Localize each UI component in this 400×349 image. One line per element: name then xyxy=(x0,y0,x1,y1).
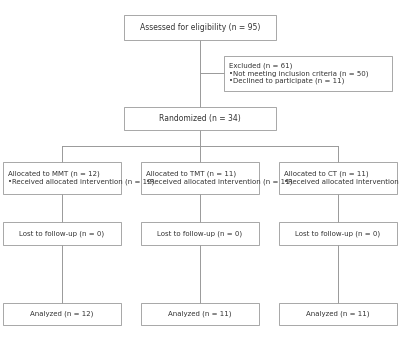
FancyBboxPatch shape xyxy=(224,56,392,91)
FancyBboxPatch shape xyxy=(279,223,397,245)
FancyBboxPatch shape xyxy=(124,15,276,40)
Text: Lost to follow-up (n = 0): Lost to follow-up (n = 0) xyxy=(20,231,104,237)
FancyBboxPatch shape xyxy=(141,303,259,325)
Text: Lost to follow-up (n = 0): Lost to follow-up (n = 0) xyxy=(158,231,242,237)
Text: Allocated to TMT (n = 11)
•Received allocated intervention (n = 11): Allocated to TMT (n = 11) •Received allo… xyxy=(146,171,292,185)
Text: Allocated to CT (n = 11)
•Received allocated intervention (n = 11): Allocated to CT (n = 11) •Received alloc… xyxy=(284,171,400,185)
Text: Randomized (n = 34): Randomized (n = 34) xyxy=(159,114,241,123)
Text: Assessed for eligibility (n = 95): Assessed for eligibility (n = 95) xyxy=(140,23,260,32)
FancyBboxPatch shape xyxy=(3,303,121,325)
FancyBboxPatch shape xyxy=(124,107,276,130)
FancyBboxPatch shape xyxy=(141,223,259,245)
Text: Lost to follow-up (n = 0): Lost to follow-up (n = 0) xyxy=(296,231,380,237)
FancyBboxPatch shape xyxy=(141,162,259,194)
Text: Excluded (n = 61)
•Not meeting inclusion criteria (n = 50)
•Declined to particip: Excluded (n = 61) •Not meeting inclusion… xyxy=(229,62,368,84)
Text: Allocated to MMT (n = 12)
•Received allocated intervention (n = 12): Allocated to MMT (n = 12) •Received allo… xyxy=(8,171,154,185)
Text: Analyzed (n = 11): Analyzed (n = 11) xyxy=(168,311,232,317)
FancyBboxPatch shape xyxy=(279,303,397,325)
FancyBboxPatch shape xyxy=(3,162,121,194)
FancyBboxPatch shape xyxy=(279,162,397,194)
Text: Analyzed (n = 11): Analyzed (n = 11) xyxy=(306,311,370,317)
Text: Analyzed (n = 12): Analyzed (n = 12) xyxy=(30,311,94,317)
FancyBboxPatch shape xyxy=(3,223,121,245)
